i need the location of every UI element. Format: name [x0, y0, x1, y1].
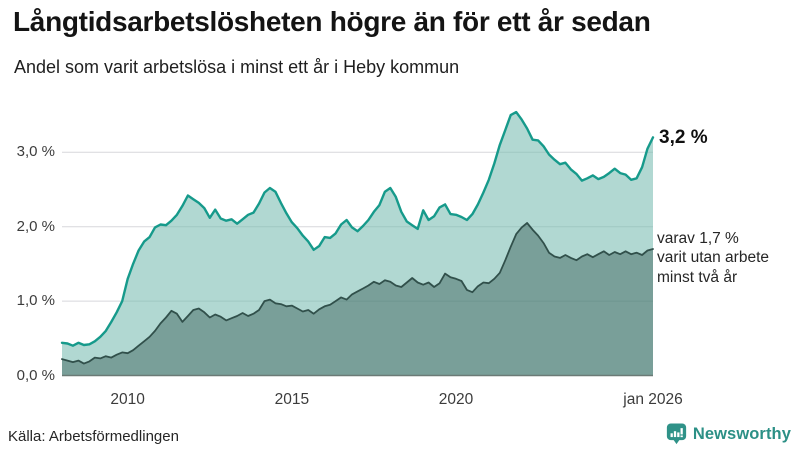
x-axis-label: jan 2026: [623, 391, 683, 408]
newsworthy-logo: Newsworthy: [666, 422, 791, 446]
annotation-line: varit utan arbete: [657, 249, 770, 267]
annotation-line: varav 1,7 %: [657, 230, 739, 247]
end-value-label: 3,2 %: [659, 127, 708, 148]
series-line: [61, 222, 654, 365]
page-title: Långtidsarbetslösheten högre än för ett …: [13, 6, 651, 37]
secondary-series-annotation: varav 1,7 % varit utan arbete minst två …: [657, 229, 769, 287]
series-area: [62, 112, 653, 376]
newsworthy-logo-text: Newsworthy: [692, 424, 791, 443]
series-line: [60, 110, 655, 347]
x-axis-label: 2010: [110, 391, 145, 408]
x-axis-label: 2020: [438, 391, 474, 408]
y-axis-label: 2,0 %: [16, 217, 55, 235]
y-axis-label: 0,0 %: [16, 366, 55, 384]
y-axis-label: 3,0 %: [16, 143, 55, 161]
annotation-line: minst två år: [657, 268, 738, 286]
source-attribution: Källa: Arbetsförmedlingen: [8, 428, 179, 445]
y-axis-label: 1,0 %: [16, 292, 55, 310]
newsworthy-speech-bubble-icon: [666, 423, 686, 445]
chart-subtitle: Andel som varit arbetslösa i minst ett å…: [14, 57, 460, 77]
x-axis-label: 2015: [274, 391, 310, 408]
